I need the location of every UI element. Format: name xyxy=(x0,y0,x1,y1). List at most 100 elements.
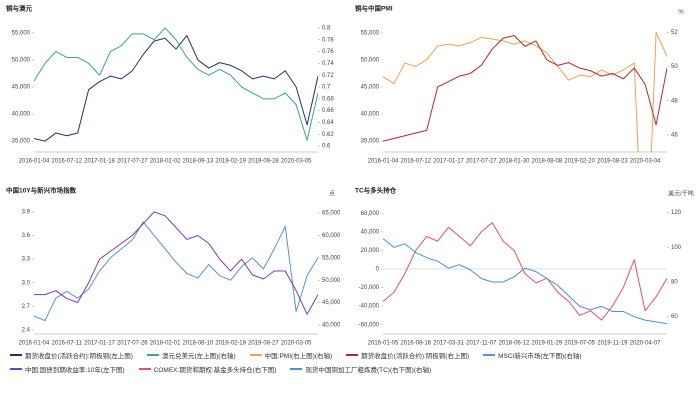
legend-item: 中国:PMI(右上图)(右轴) xyxy=(249,350,332,360)
x-tick-label: 2020-03-05 xyxy=(281,159,312,165)
legend-swatch xyxy=(249,354,262,356)
legend-item: MSCI新兴市场(左下图)(右轴) xyxy=(483,350,582,360)
chart-title: TC与多头持仓 xyxy=(355,186,397,195)
x-tick-label: 2018-09-13 xyxy=(182,159,213,165)
y-tick-label: 55,000 xyxy=(12,30,31,36)
y2-unit: 点 xyxy=(329,190,335,198)
legend-swatch xyxy=(146,354,159,356)
legend-label: 澳元兑美元(左上图)(右轴) xyxy=(161,353,236,360)
y2-unit: % xyxy=(678,10,684,16)
y2-tick-label: 0.6 xyxy=(322,144,331,150)
x-tick-label: 2017-07-27 xyxy=(466,159,497,165)
y2-tick-label: 60 xyxy=(671,314,678,320)
x-tick-label: 2019-08-27 xyxy=(248,341,279,347)
y2-tick-label: 80 xyxy=(671,280,678,286)
y2-tick-label: 0.78 xyxy=(322,37,334,43)
panel: TC与多头持仓 美元/千吨 -60,000 -40,000 -20,000 0 20,000… xyxy=(355,186,694,347)
y2-tick-label: 0.74 xyxy=(322,61,334,67)
panel: 中国10Y与新兴市场指数 点 2.4 2.7 3.0 3.3 3.6 3.9 40,000 45,… xyxy=(6,186,341,347)
x-tick-label: 2019-02-19 xyxy=(215,159,246,165)
legend-label: MSCI新兴市场(左下图)(右轴) xyxy=(498,353,582,360)
x-tick-label: 2017-11-07 xyxy=(466,341,497,347)
x-tick-label: 2018-08-10 xyxy=(182,341,213,347)
y2-tick-label: 0.8 xyxy=(322,25,331,31)
y2-tick-label: 50,000 xyxy=(322,278,341,284)
x-tick-label: 2017-03-31 xyxy=(433,341,464,347)
y2-tick-label: 100 xyxy=(671,245,682,251)
legend-swatch xyxy=(10,368,22,370)
x-tick-label: 2020-03-04 xyxy=(630,159,661,165)
legend: 期货收盘价(活跃合约):阴极铜(左上图) 澳元兑美元(左上图)(右轴) 中国:PMI… xyxy=(10,350,690,374)
legend-item: 现货中国铜加工厂粗炼费(TC)(右下图)(右轴) xyxy=(290,364,431,374)
x-tick-label: 2016-08-16 xyxy=(400,341,431,347)
y-tick-label: -60,000 xyxy=(359,322,380,328)
legend-swatch xyxy=(290,368,303,370)
x-tick-label: 2020-04-07 xyxy=(630,341,661,347)
y2-tick-label: 0.76 xyxy=(322,49,334,55)
x-tick-label: 2018-02-01 xyxy=(150,341,181,347)
legend-item: COMEX:期货和期权:基金多头持仓(右下图) xyxy=(138,364,277,374)
x-tick-label: 2020-03-05 xyxy=(281,341,312,347)
x-tick-label: 2019-07-05 xyxy=(564,341,595,347)
x-tick-label: 2017-01-17 xyxy=(84,341,115,347)
y-tick-label: 35,000 xyxy=(12,139,31,145)
x-tick-label: 2016-01-04 xyxy=(19,341,50,347)
panel: 铜与澳元 35,000 40,000 45,000 50,000 55,000 0.6 0.6… xyxy=(6,4,334,165)
y-tick-label: 2.7 xyxy=(22,304,31,310)
y-tick-label: 0 xyxy=(376,267,380,273)
x-tick-label: 2016-01-04 xyxy=(19,159,50,165)
x-tick-label: 2019-02-20 xyxy=(564,159,595,165)
y2-tick-label: 120 xyxy=(671,210,682,216)
x-tick-label: 2016-01-04 xyxy=(368,159,399,165)
series-line xyxy=(383,35,667,142)
charts: 铜与澳元 35,000 40,000 45,000 50,000 55,000 0.6 0.6… xyxy=(6,4,694,347)
y-tick-label: 45,000 xyxy=(12,85,31,91)
legend-label: COMEX:期货和期权:基金多头持仓(右下图) xyxy=(153,367,277,374)
legend-label: 期货收盘价(活跃合约):阴极铜(左上图) xyxy=(25,353,133,360)
y-tick-label: 40,000 xyxy=(12,112,31,118)
y2-tick-label: 52 xyxy=(671,30,678,36)
x-tick-label: 2017-07-27 xyxy=(117,159,148,165)
y-tick-label: 55,000 xyxy=(361,30,380,36)
x-tick-label: 2017-01-18 xyxy=(84,159,115,165)
y2-tick-label: 0.68 xyxy=(322,96,334,102)
y2-tick-label: 40,000 xyxy=(322,323,341,329)
y2-tick-label: 55,000 xyxy=(322,255,341,261)
y-tick-label: 60,000 xyxy=(361,211,380,217)
legend-item: 中国:国债到期收益率:10年(左下图) xyxy=(10,364,125,374)
chart-title: 铜与澳元 xyxy=(6,4,33,13)
series-line xyxy=(383,31,667,152)
x-tick-label: 2016-07-12 xyxy=(400,159,431,165)
x-tick-label: 2016-07-12 xyxy=(51,159,82,165)
legend-swatch xyxy=(10,354,22,356)
series-line xyxy=(34,27,318,141)
legend-label: 现货中国铜加工厂粗炼费(TC)(右下图)(右轴) xyxy=(305,367,432,374)
x-tick-label: 2016-01-05 xyxy=(368,341,399,347)
x-tick-label: 2019-09-28 xyxy=(248,159,279,165)
y-tick-label: 35,000 xyxy=(361,139,380,145)
x-tick-label: 2017-01-17 xyxy=(433,159,464,165)
series-line xyxy=(34,35,318,142)
legend-swatch xyxy=(138,368,151,370)
y2-tick-label: 0.62 xyxy=(322,132,334,138)
y2-tick-label: 65,000 xyxy=(322,211,341,217)
y2-tick-label: 60,000 xyxy=(322,233,341,239)
legend-item: 澳元兑美元(左上图)(右轴) xyxy=(146,350,236,360)
legend-item: 期货收盘价(活跃合约):阴极铜(右上图) xyxy=(346,350,469,360)
x-tick-label: 2019-02-18 xyxy=(215,341,246,347)
legend-item: 期货收盘价(活跃合约):阴极铜(左上图) xyxy=(10,350,133,360)
y-tick-label: 40,000 xyxy=(361,229,380,235)
legend-label: 期货收盘价(活跃合约):阴极铜(右上图) xyxy=(361,353,470,360)
y2-tick-label: 0.72 xyxy=(322,73,334,79)
y-tick-label: -20,000 xyxy=(359,285,380,291)
legend-swatch xyxy=(346,354,359,356)
y2-tick-label: 0.64 xyxy=(322,120,334,126)
y2-unit: 美元/千吨 xyxy=(668,190,694,198)
x-tick-label: 2016-07-11 xyxy=(52,341,83,347)
y-tick-label: 2.4 xyxy=(22,328,31,334)
x-tick-label: 2017-07-26 xyxy=(117,341,148,347)
y2-tick-label: 0.66 xyxy=(322,108,334,114)
y-tick-label: 20,000 xyxy=(361,248,380,254)
y2-tick-label: 50 xyxy=(671,64,678,70)
